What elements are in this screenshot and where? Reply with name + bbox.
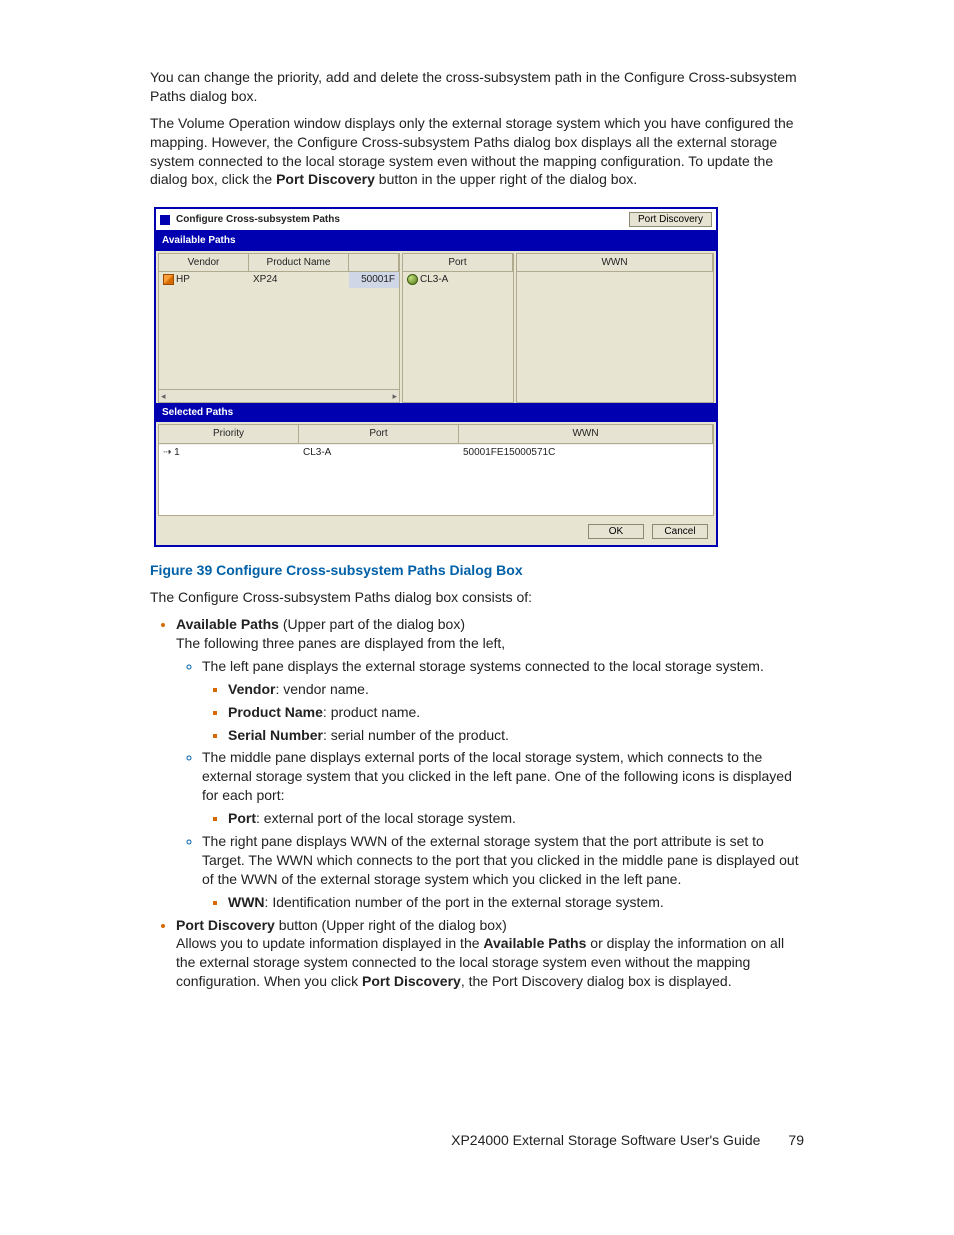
page-footer: XP24000 External Storage Software User's… [150, 1131, 804, 1150]
col-product: Product Name [249, 254, 349, 273]
port-row[interactable]: CL3-A [403, 272, 513, 288]
vendor-row[interactable]: HP XP24 50001F [159, 272, 399, 288]
available-paths-panes: Vendor Product Name HP XP24 50001F ◂▸ Po… [156, 251, 716, 403]
col-wwn: WWN [517, 254, 713, 273]
serial-value: 50001F [349, 272, 399, 288]
dialog-title: Configure Cross-subsystem Paths [176, 213, 340, 227]
dialog-footer: OK Cancel [156, 518, 716, 545]
vendor-value: HP [176, 274, 190, 285]
text: : external port of the local storage sys… [256, 810, 516, 826]
system-icon [163, 274, 174, 285]
list-item: The left pane displays the external stor… [202, 657, 804, 745]
col-sel-port: Port [299, 425, 459, 444]
list-item: Port Discovery button (Upper right of th… [176, 916, 804, 992]
list-item: WWN: Identification number of the port i… [228, 893, 804, 912]
text: The following three panes are displayed … [176, 635, 505, 651]
text: The middle pane displays external ports … [202, 749, 792, 803]
available-paths-label: Available Paths [176, 616, 279, 632]
hscrollbar[interactable]: ◂▸ [159, 389, 399, 402]
selected-paths-table: Priority Port WWN ⇢ 1 CL3-A 50001FE15000… [158, 424, 714, 516]
wwn-key: WWN [228, 894, 265, 910]
port-icon [407, 274, 418, 285]
footer-guide: XP24000 External Storage Software User's… [451, 1131, 760, 1150]
text-bold: Available Paths [483, 935, 586, 951]
port-discovery-ref: Port Discovery [276, 171, 375, 187]
list-item: Product Name: product name. [228, 703, 804, 722]
cancel-button[interactable]: Cancel [652, 524, 708, 539]
list-item: Serial Number: serial number of the prod… [228, 726, 804, 745]
port-discovery-key: Port Discovery [176, 917, 275, 933]
list-item: Available Paths (Upper part of the dialo… [176, 615, 804, 911]
port-key: Port [228, 810, 256, 826]
figure-caption: Figure 39 Configure Cross-subsystem Path… [150, 561, 804, 580]
paragraph: You can change the priority, add and del… [150, 68, 804, 106]
sel-wwn-value: 50001FE15000571C [459, 445, 713, 461]
text: The right pane displays WWN of the exter… [202, 833, 799, 887]
text-bold: Port Discovery [362, 973, 461, 989]
col-sel-wwn: WWN [459, 425, 713, 444]
list-item: The right pane displays WWN of the exter… [202, 832, 804, 912]
text: (Upper part of the dialog box) [279, 616, 465, 632]
col-vendor: Vendor [159, 254, 249, 273]
col-port: Port [403, 254, 513, 273]
text: : vendor name. [275, 681, 368, 697]
ok-button[interactable]: OK [588, 524, 644, 539]
sel-port-value: CL3-A [299, 445, 459, 461]
text: button in the upper right of the dialog … [375, 171, 637, 187]
vendor-key: Vendor [228, 681, 275, 697]
selected-paths-header: Selected Paths [156, 403, 716, 423]
list-item: Port: external port of the local storage… [228, 809, 804, 828]
configure-paths-dialog: Configure Cross-subsystem Paths Port Dis… [154, 207, 718, 547]
text: The left pane displays the external stor… [202, 658, 764, 674]
list-item: The middle pane displays external ports … [202, 748, 804, 828]
paragraph: The Configure Cross-subsystem Paths dial… [150, 588, 804, 607]
text: : serial number of the product. [323, 727, 509, 743]
text: : Identification number of the port in t… [265, 894, 664, 910]
selected-row[interactable]: ⇢ 1 CL3-A 50001FE15000571C [159, 444, 713, 461]
text: : product name. [323, 704, 420, 720]
product-value: XP24 [249, 272, 349, 288]
priority-value: 1 [174, 447, 180, 458]
text: button (Upper right of the dialog box) [275, 917, 507, 933]
text: Allows you to update information display… [176, 935, 483, 951]
serial-key: Serial Number [228, 727, 323, 743]
port-pane[interactable]: Port CL3-A [402, 253, 514, 403]
text: , the Port Discovery dialog box is displ… [461, 973, 732, 989]
dialog-icon [160, 215, 170, 225]
paragraph: The Volume Operation window displays onl… [150, 114, 804, 190]
wwn-pane[interactable]: WWN [516, 253, 714, 403]
product-key: Product Name [228, 704, 323, 720]
vendor-pane[interactable]: Vendor Product Name HP XP24 50001F ◂▸ [158, 253, 400, 403]
list-item: Vendor: vendor name. [228, 680, 804, 699]
port-value: CL3-A [420, 274, 448, 285]
available-paths-header: Available Paths [156, 231, 716, 251]
col-serial [349, 254, 399, 273]
bullet-list: Available Paths (Upper part of the dialo… [150, 615, 804, 991]
port-discovery-button[interactable]: Port Discovery [629, 212, 712, 227]
dialog-titlebar: Configure Cross-subsystem Paths Port Dis… [156, 209, 716, 231]
footer-page: 79 [788, 1131, 804, 1150]
col-priority: Priority [159, 425, 299, 444]
